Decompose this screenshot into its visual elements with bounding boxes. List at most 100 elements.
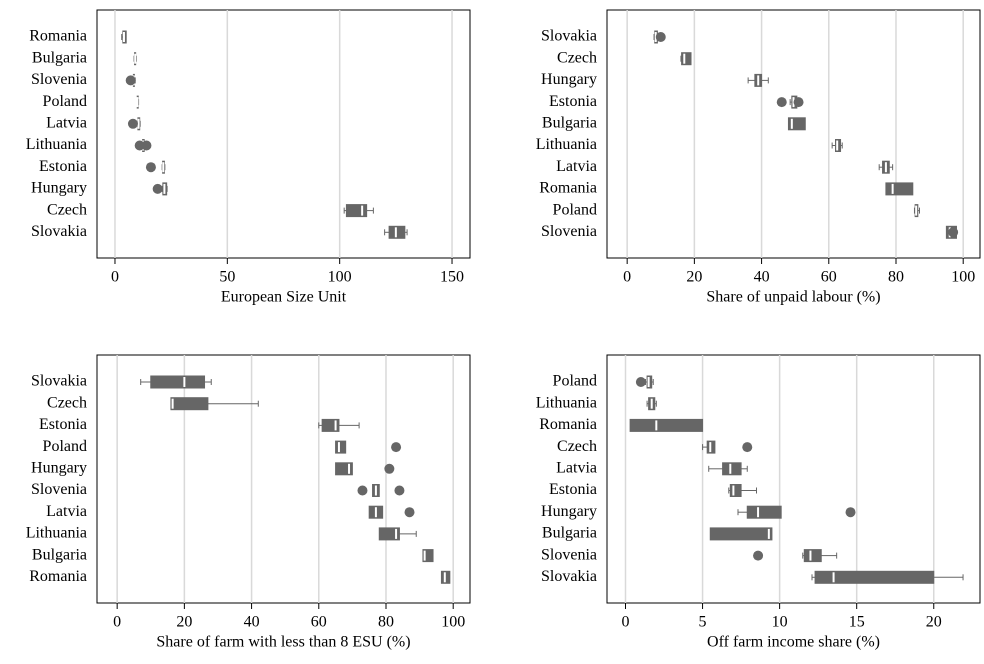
- x-tick-label: 80: [378, 614, 394, 631]
- x-tick-label: 50: [219, 269, 235, 286]
- category-label: Lithuania: [26, 136, 87, 153]
- category-label: Lithuania: [536, 136, 597, 153]
- box: [170, 397, 209, 411]
- box: [729, 484, 742, 497]
- plot-frame: [606, 354, 981, 604]
- x-tick-label: 20: [176, 614, 192, 631]
- category-label: Poland: [43, 438, 87, 455]
- box: [422, 549, 434, 563]
- box: [378, 527, 400, 541]
- category-label: Lithuania: [26, 525, 87, 542]
- category-label: Poland: [553, 373, 597, 390]
- box: [681, 52, 692, 66]
- outlier: [948, 227, 959, 238]
- outlier: [845, 507, 856, 518]
- category-label: Hungary: [31, 180, 87, 197]
- category-label: Bulgaria: [542, 114, 597, 131]
- x-tick-label: 100: [441, 614, 465, 631]
- category-label: Slovakia: [541, 568, 597, 585]
- category-label: Bulgaria: [32, 546, 87, 563]
- category-label: Lithuania: [536, 394, 597, 411]
- x-tick-label: 150: [440, 269, 464, 286]
- category-label: Slovenia: [31, 481, 87, 498]
- category-label: Hungary: [541, 503, 597, 520]
- category-label: Poland: [43, 93, 87, 110]
- category-label: Estonia: [39, 158, 87, 175]
- outlier: [127, 118, 138, 129]
- box: [629, 418, 704, 432]
- category-label: Czech: [47, 201, 87, 218]
- category-label: Latvia: [556, 459, 597, 476]
- category-label: Bulgaria: [32, 49, 87, 66]
- box: [150, 375, 206, 389]
- category-label: Slovenia: [541, 546, 597, 563]
- category-label: Bulgaria: [542, 525, 597, 542]
- x-tick-label: 0: [623, 269, 631, 286]
- x-tick-label: 100: [951, 269, 975, 286]
- x-tick-label: 10: [772, 614, 788, 631]
- category-label: Latvia: [46, 114, 87, 131]
- category-label: Estonia: [549, 93, 597, 110]
- x-axis-label: European Size Unit: [221, 289, 347, 306]
- x-tick-label: 5: [699, 614, 707, 631]
- box: [388, 225, 406, 239]
- category-label: Romania: [539, 416, 597, 433]
- category-label: Czech: [557, 49, 597, 66]
- x-tick-label: 80: [888, 269, 904, 286]
- category-label: Slovenia: [541, 223, 597, 240]
- outlier: [145, 162, 156, 173]
- box: [345, 204, 368, 218]
- x-axis-label: Share of unpaid labour (%): [706, 289, 880, 306]
- category-label: Latvia: [556, 158, 597, 175]
- outlier: [753, 550, 764, 561]
- category-label: Estonia: [549, 481, 597, 498]
- box: [709, 527, 773, 541]
- outlier: [655, 32, 666, 42]
- category-label: Hungary: [31, 459, 87, 476]
- category-label: Czech: [47, 394, 87, 411]
- category-label: Czech: [557, 438, 597, 455]
- x-tick-label: 20: [926, 614, 942, 631]
- outlier: [384, 463, 395, 474]
- x-tick-label: 40: [244, 614, 260, 631]
- box: [746, 505, 782, 519]
- outlier: [152, 183, 163, 194]
- outlier: [404, 507, 415, 518]
- outlier: [635, 377, 646, 387]
- category-label: Latvia: [46, 503, 87, 520]
- category-label: Poland: [553, 201, 597, 218]
- x-tick-label: 60: [821, 269, 837, 286]
- outlier: [357, 485, 368, 496]
- x-axis-label: Share of farm with less than 8 ESU (%): [156, 634, 410, 651]
- x-tick-label: 0: [111, 269, 119, 286]
- x-tick-label: 20: [686, 269, 702, 286]
- x-tick-label: 15: [849, 614, 865, 631]
- category-label: Slovakia: [31, 373, 87, 390]
- outlier: [793, 97, 804, 108]
- box: [722, 462, 742, 476]
- outlier: [742, 442, 753, 453]
- x-tick-label: 60: [311, 614, 327, 631]
- outlier: [776, 97, 787, 108]
- box: [814, 570, 935, 584]
- outlier: [125, 75, 136, 86]
- x-tick-label: 0: [113, 614, 121, 631]
- category-label: Estonia: [39, 416, 87, 433]
- box: [885, 182, 914, 196]
- category-label: Slovakia: [541, 28, 597, 45]
- outlier: [141, 140, 152, 151]
- plot-frame: [606, 9, 981, 259]
- plot-frame: [96, 9, 471, 259]
- category-label: Slovakia: [31, 223, 87, 240]
- x-tick-label: 100: [328, 269, 352, 286]
- category-label: Slovenia: [31, 71, 87, 88]
- outlier: [391, 442, 402, 453]
- x-tick-label: 40: [754, 269, 770, 286]
- x-axis-label: Off farm income share (%): [707, 634, 880, 651]
- plot-frame: [96, 354, 471, 604]
- outlier: [394, 485, 405, 496]
- category-label: Romania: [29, 28, 87, 45]
- category-label: Hungary: [541, 71, 597, 88]
